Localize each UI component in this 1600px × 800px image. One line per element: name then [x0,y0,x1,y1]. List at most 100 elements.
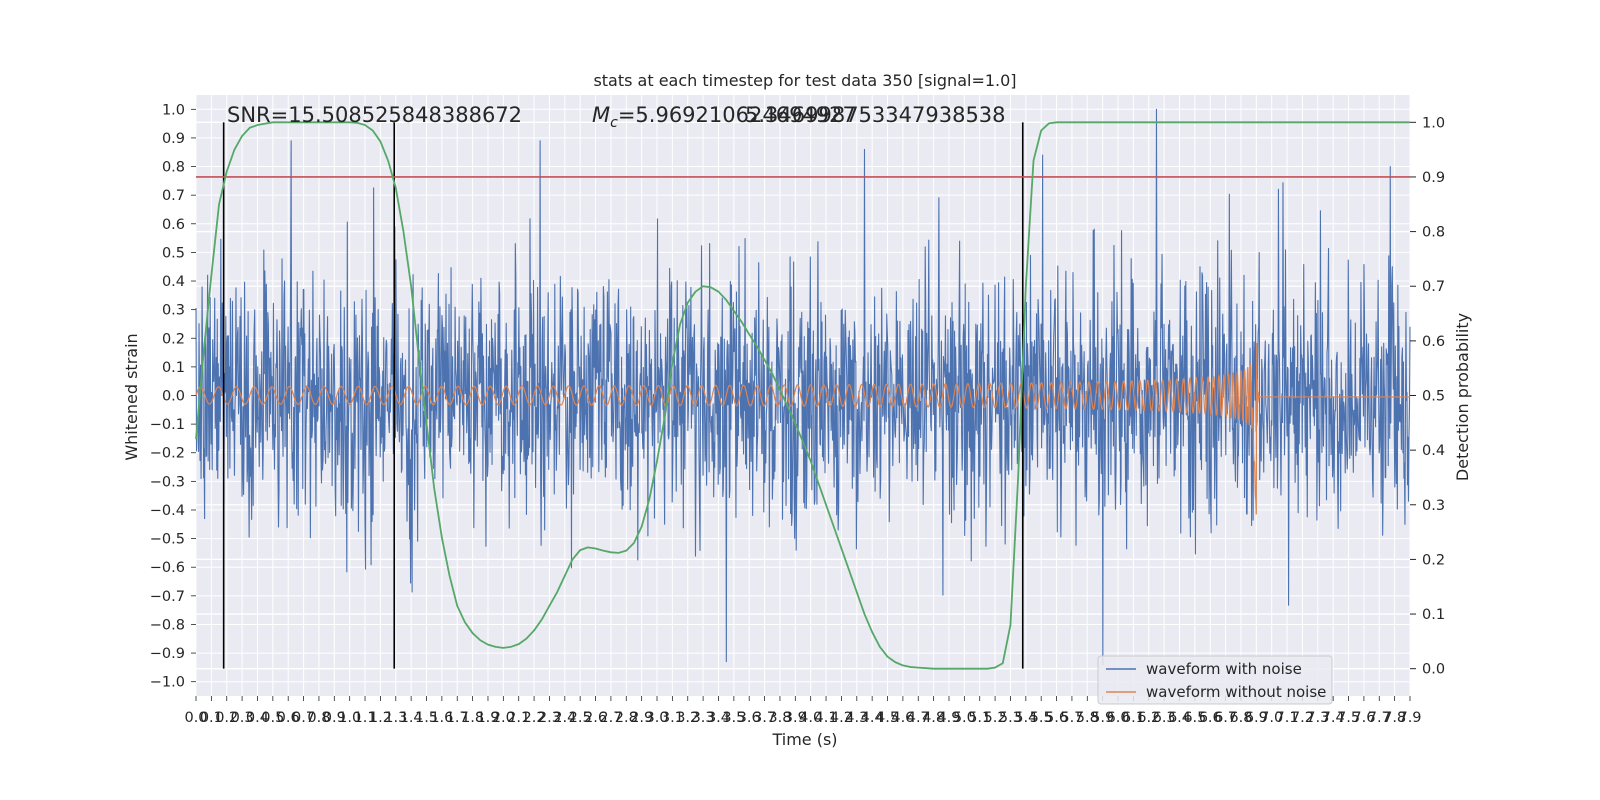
x-tick-label: 3.2 [676,710,699,726]
chirp-mass-symbol: M [592,103,610,127]
x-tick-label: 7.5 [1337,710,1360,726]
legend: waveform with noise waveform without noi… [1097,655,1333,705]
x-tick-label: 3.8 [768,710,791,726]
x-tick-label: 4.7 [907,710,930,726]
x-tick-label: 6.5 [1183,710,1206,726]
chirp-mass-value: =5.969210624694927 [618,103,856,127]
y-right-tick-label: 0.1 [1422,607,1445,623]
x-tick-label: 5.7 [1060,710,1083,726]
y-tick-labels-left: −1.0 −0.9 −0.8 −0.7 −0.6 −0.5 −0.4 −0.3 −0.2 −0.1… [150,102,196,691]
x-tick-label: 2.5 [569,710,592,726]
x-tick-label: 4.4 [861,710,884,726]
snr-annotation: SNR=15.508525848388672 [227,103,522,127]
y-tick-label: 0.4 [162,274,185,290]
y-axis-label-left: Whitened strain [122,333,141,460]
x-tick-label: 3.9 [784,710,807,726]
x-tick-label: 1.5 [415,710,438,726]
legend-entry-waveform-without-noise: waveform without noise [1146,683,1326,701]
legend-entry-waveform-with-noise: waveform with noise [1146,660,1302,678]
x-tick-label: 2.0 [492,710,515,726]
x-tick-label: 3.3 [692,710,715,726]
x-axis-label: Time (s) [771,730,837,749]
y-right-tick-label: 0.8 [1422,225,1445,241]
x-tick-label: 2.9 [630,710,653,726]
y-tick-labels-right: 0.0 0.1 0.2 0.3 0.4 0.5 0.6 0.7 0.8 0.9 1.0 [1410,115,1445,678]
x-tick-labels: 0.00.10.20.30.40.50.60.70.80.91.01.11.21… [184,696,1422,726]
clean-waveform-line [195,342,1410,515]
x-tick-label: 6.9 [1245,710,1268,726]
x-tick-label: 3.5 [722,710,745,726]
x-tick-label: 7.2 [1291,710,1314,726]
x-tick-label: 1.8 [461,710,484,726]
x-tick-label: 4.1 [815,710,838,726]
y-tick-label: −0.4 [150,503,185,519]
x-tick-label: 1.0 [338,710,361,726]
x-tick-label: 4.9 [937,710,960,726]
legend-box [1097,655,1333,705]
x-tick-label: 0.2 [215,710,238,726]
x-tick-label: 6.8 [1229,710,1252,726]
x-tick-label: 1.4 [400,710,423,726]
x-tick-label: 6.1 [1122,710,1145,726]
x-tick-label: 0.1 [200,710,223,726]
y-tick-label: −0.1 [150,417,185,433]
x-tick-label: 5.4 [1014,710,1037,726]
probability-line [195,121,1410,670]
x-tick-label: 2.2 [523,710,546,726]
x-tick-label: 3.0 [645,710,668,726]
x-tick-label: 2.8 [615,710,638,726]
x-tick-label: 3.4 [707,710,730,726]
y-right-tick-label: 0.2 [1422,552,1445,568]
chirp-mass-subscript: c [610,115,618,131]
x-tick-label: 1.3 [384,710,407,726]
y-right-tick-label: 0.9 [1422,170,1445,186]
x-tick-label: 2.3 [538,710,561,726]
x-tick-label: 1.6 [430,710,453,726]
x-tick-label: 2.1 [507,710,530,726]
y-tick-label: −0.8 [150,617,185,633]
chart-title: stats at each timestep for test data 350… [593,71,1016,90]
y-tick-label: 0.8 [162,160,185,176]
y-right-tick-label: 0.4 [1422,443,1445,459]
y-tick-label: −0.3 [150,474,185,490]
x-tick-label: 7.0 [1260,710,1283,726]
y-right-tick-label: 0.7 [1422,279,1445,295]
y-right-tick-label: 1.0 [1422,115,1445,131]
x-tick-label: 1.7 [446,710,469,726]
x-tick-label: 4.6 [891,710,914,726]
x-tick-label: 2.6 [584,710,607,726]
x-tick-label: 5.5 [1030,710,1053,726]
noise-waveform-line [195,108,1411,666]
x-tick-label: 3.6 [738,710,761,726]
x-tick-label: 7.6 [1352,710,1375,726]
x-tick-label: 5.0 [953,710,976,726]
y-right-tick-label: 0.6 [1422,334,1445,350]
series-waveform-with-noise [195,108,1411,666]
x-tick-label: 6.7 [1214,710,1237,726]
x-tick-label: 1.1 [354,710,377,726]
x-tick-label: 0.6 [277,710,300,726]
x-tick-label: 5.1 [968,710,991,726]
x-tick-label: 0.4 [246,710,269,726]
x-tick-label: 7.3 [1306,710,1329,726]
x-tick-label: 7.7 [1368,710,1391,726]
x-tick-label: 4.5 [876,710,899,726]
y-tick-label: −0.9 [150,646,185,662]
x-tick-label: 0.0 [184,710,207,726]
x-tick-label: 6.2 [1137,710,1160,726]
x-tick-label: 6.0 [1106,710,1129,726]
x-tick-label: 5.6 [1045,710,1068,726]
series-detection-probability [195,121,1410,670]
x-tick-label: 7.8 [1383,710,1406,726]
x-tick-label: 7.1 [1276,710,1299,726]
x-tick-label: 7.9 [1398,710,1421,726]
y-tick-label: 0.1 [162,360,185,376]
x-tick-label: 4.3 [845,710,868,726]
vertical-markers [222,122,1024,669]
x-tick-label: 6.3 [1153,710,1176,726]
y-axis-label-right: Detection probability [1453,313,1472,481]
x-tick-label: 0.7 [292,710,315,726]
x-tick-label: 6.6 [1199,710,1222,726]
x-tick-label: 6.4 [1168,710,1191,726]
x-tick-label: 5.9 [1091,710,1114,726]
